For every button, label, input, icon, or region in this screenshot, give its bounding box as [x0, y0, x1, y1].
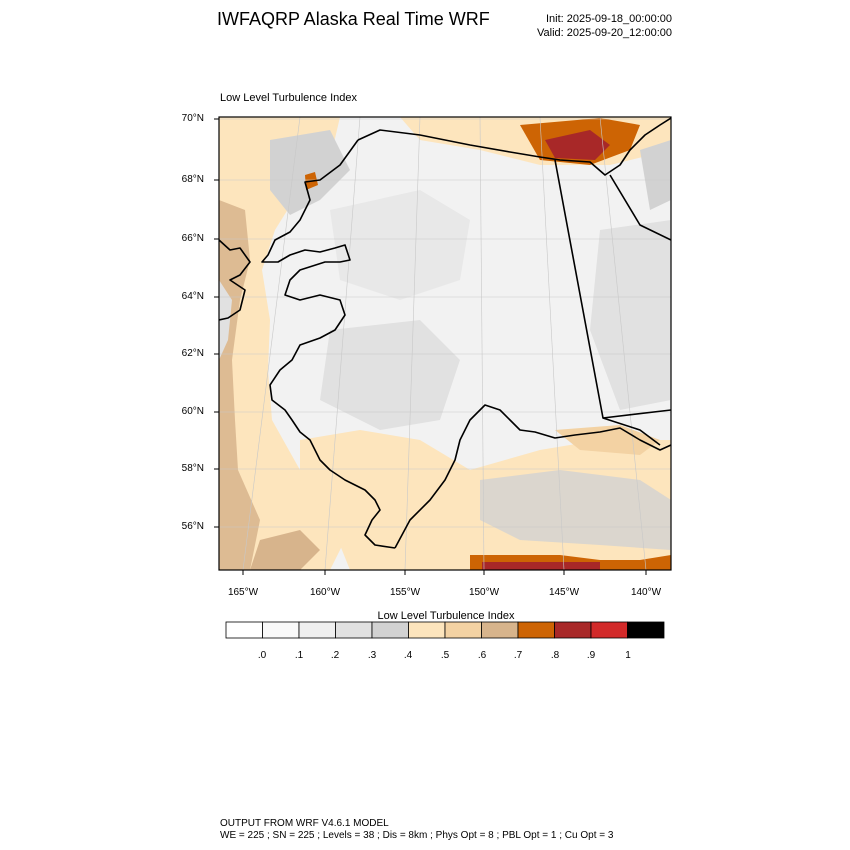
colorbar-box-6	[444, 621, 482, 639]
siberia-coastline	[219, 239, 251, 321]
colorbar-box-11	[627, 621, 665, 639]
field-west-orange	[219, 117, 350, 570]
colorbar-label-7: .7	[513, 650, 523, 661]
field-west-tan	[219, 200, 260, 570]
colorbar-label-0: .0	[257, 650, 267, 661]
field-south-gray	[480, 470, 671, 550]
field-southwest-tan	[250, 530, 320, 570]
plot-title: IWFAQRP Alaska Real Time WRF	[217, 9, 490, 29]
field-west-gray	[219, 280, 232, 360]
field-east-gray	[590, 220, 671, 410]
field-northeast-gray	[640, 140, 671, 210]
colorbar-box-3	[335, 621, 373, 639]
lat-label-58n: 58°N	[181, 463, 204, 474]
lat-label-68n: 68°N	[181, 174, 204, 185]
lat-label-70n: 70°N	[181, 113, 204, 124]
colorbar	[225, 621, 665, 639]
colorbar-label-10: 1	[625, 650, 631, 661]
bc-border	[602, 417, 661, 446]
run-time-info: Init: 2025-09-18_00:00:00 Valid: 2025-09…	[500, 12, 672, 40]
colorbar-label-5: .5	[440, 650, 450, 661]
lon-label-145w: 145°W	[548, 587, 580, 598]
map-field-title: Low Level Turbulence Index	[220, 92, 357, 104]
colorbar-box-7	[481, 621, 519, 639]
init-time: Init: 2025-09-18_00:00:00	[546, 13, 672, 25]
colorbar-label-2: .2	[330, 650, 340, 661]
footer-line-2: WE = 225 ; SN = 225 ; Levels = 38 ; Dis …	[220, 830, 614, 841]
colorbar-box-9	[554, 621, 592, 639]
colorbar-box-4	[371, 621, 409, 639]
lon-label-165w: 165°W	[227, 587, 259, 598]
footer-line-1: OUTPUT FROM WRF V4.6.1 MODEL	[220, 818, 389, 829]
colorbar-box-8	[517, 621, 555, 639]
map-ticks	[214, 118, 647, 575]
north-coastline	[357, 117, 671, 176]
field-interior-gray-1	[330, 190, 470, 300]
field-interior-gray-2	[320, 320, 460, 430]
colorbar-box-1	[262, 621, 300, 639]
model-footer: OUTPUT FROM WRF V4.6.1 MODEL WE = 225 ; …	[220, 818, 613, 842]
lat-label-66n: 66°N	[181, 233, 204, 244]
lon-label-150w: 150°W	[468, 587, 500, 598]
field-nw-gray	[270, 130, 350, 215]
colorbar-label-6: .6	[477, 650, 487, 661]
field-south-red	[482, 562, 600, 570]
lat-label-56n: 56°N	[181, 521, 204, 532]
lat-label-62n: 62°N	[181, 348, 204, 359]
lat-label-64n: 64°N	[181, 291, 204, 302]
lon-label-140w: 140°W	[630, 587, 662, 598]
colorbar-box-2	[298, 621, 336, 639]
turbulence-field	[219, 117, 671, 570]
colorbar-label-3: .3	[367, 650, 377, 661]
south-coastline	[394, 404, 671, 549]
colorbar-box-5	[408, 621, 446, 639]
lon-label-160w: 160°W	[309, 587, 341, 598]
map-frame	[218, 116, 672, 571]
lon-label-155w: 155°W	[389, 587, 421, 598]
valid-time: Valid: 2025-09-20_12:00:00	[537, 27, 672, 39]
colorbar-label-9: .9	[586, 650, 596, 661]
colorbar-box-0	[225, 621, 263, 639]
colorbar-title: Low Level Turbulence Index	[377, 610, 515, 622]
west-coastline	[261, 139, 396, 549]
coastlines	[219, 117, 671, 549]
colorbar-box-10	[590, 621, 628, 639]
lat-label-60n: 60°N	[181, 406, 204, 417]
colorbar-label-4: .4	[403, 650, 413, 661]
colorbar-label-1: .1	[294, 650, 304, 661]
colorbar-label-8: .8	[550, 650, 560, 661]
yukon-border	[609, 174, 671, 241]
field-north-red	[545, 130, 610, 160]
